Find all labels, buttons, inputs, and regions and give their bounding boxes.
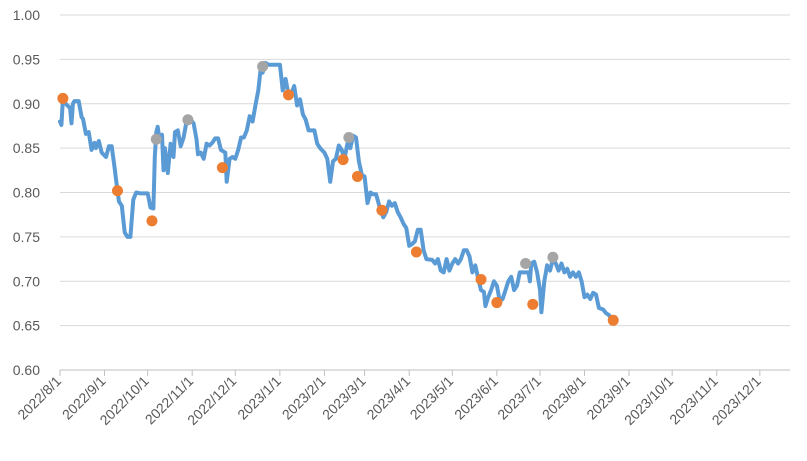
orange-marker <box>337 154 349 166</box>
x-tick-label: 2023/2/1 <box>279 373 329 423</box>
y-axis-tick-labels: 0.60 0.65 0.70 0.75 0.80 0.85 0.90 0.95 1.00 <box>13 7 40 378</box>
y-tick-label: 0.90 <box>13 96 40 112</box>
x-tick-label: 2022/8/1 <box>14 373 64 423</box>
gray-marker <box>520 258 532 269</box>
orange-marker <box>282 89 294 101</box>
x-tick-label: 2023/4/1 <box>363 373 413 423</box>
orange-marker <box>111 185 123 197</box>
y-tick-label: 0.70 <box>13 273 40 289</box>
gray-marker <box>343 131 355 143</box>
series-layer <box>58 60 614 322</box>
y-tick-label: 0.95 <box>13 51 40 67</box>
gray-marker <box>547 251 559 263</box>
orange-marker <box>475 273 487 285</box>
x-tick-label: 2023/5/1 <box>407 373 457 423</box>
y-tick-label: 0.80 <box>13 185 40 201</box>
gray-marker <box>150 133 162 145</box>
y-tick-label: 0.65 <box>13 318 40 334</box>
orange-marker <box>410 246 422 258</box>
axes <box>59 369 790 376</box>
x-tick-label: 2023/6/1 <box>451 373 501 423</box>
y-tick-label: 1.00 <box>13 7 40 23</box>
orange-marker <box>216 162 228 174</box>
gray-marker <box>257 60 269 72</box>
gray-marker <box>182 114 194 126</box>
x-axis-tick-labels: 2022/8/12022/9/12022/10/12022/11/12022/1… <box>14 373 764 429</box>
orange-marker <box>376 204 388 216</box>
series-line <box>58 60 614 322</box>
orange-marker <box>57 92 69 104</box>
orange-marker <box>146 215 158 227</box>
x-tick-label: 2023/8/1 <box>539 373 589 423</box>
orange-marker <box>491 297 503 309</box>
grid-lines <box>60 14 790 327</box>
y-tick-label: 0.60 <box>13 362 40 378</box>
x-tick-label: 2023/1/1 <box>234 373 284 423</box>
orange-marker <box>527 298 539 310</box>
orange-marker <box>607 314 619 326</box>
orange-marker <box>351 171 363 183</box>
y-tick-label: 0.85 <box>13 140 40 156</box>
y-tick-label: 0.75 <box>13 229 40 245</box>
markers-layer <box>57 60 619 326</box>
x-tick-label: 2023/7/1 <box>494 373 544 423</box>
x-tick-label: 2023/3/1 <box>319 373 369 423</box>
